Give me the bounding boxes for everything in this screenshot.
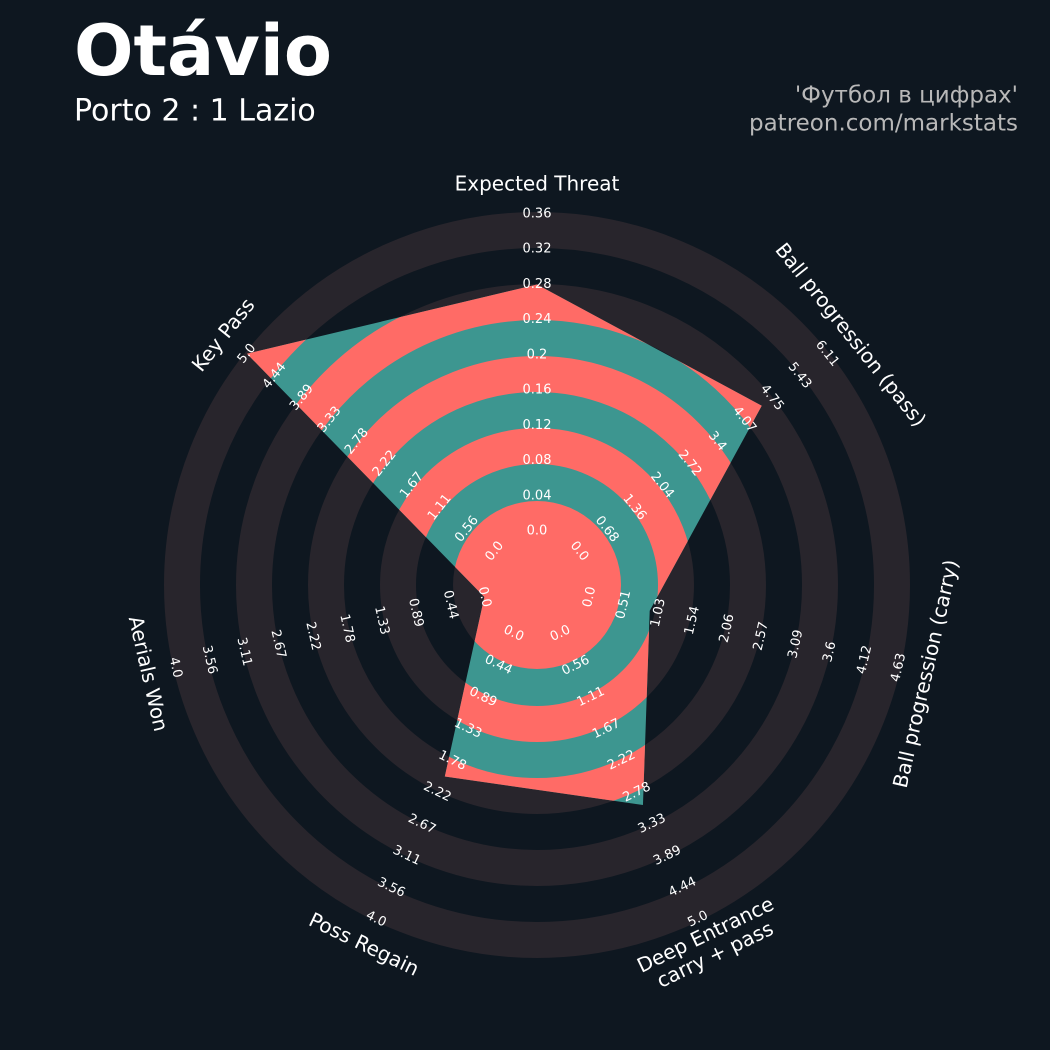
tick-label: 4.63 xyxy=(888,652,909,684)
tick-label: 0.08 xyxy=(523,453,552,468)
chart-subtitle: Porto 2 : 1 Lazio xyxy=(74,94,316,129)
tick-label: 0.89 xyxy=(405,597,426,629)
tick-label: 0.24 xyxy=(523,312,552,327)
tick-label: 0.51 xyxy=(613,589,634,621)
tick-label: 0.04 xyxy=(523,488,552,503)
credit: 'Футбол в цифрах' xyxy=(795,83,1018,109)
tick-label: 1.33 xyxy=(371,605,392,637)
tick-label: 0.12 xyxy=(523,418,552,433)
tick-label: 0.32 xyxy=(523,242,552,257)
chart-title: Otávio xyxy=(74,10,332,92)
category-label: Expected Threat xyxy=(455,172,620,196)
tick-label: 4.0 xyxy=(166,656,185,680)
tick-label: 0.44 xyxy=(440,589,461,621)
tick-label: 0.0 xyxy=(527,524,548,539)
tick-label: 1.78 xyxy=(336,613,357,645)
tick-label: 2.67 xyxy=(268,628,289,660)
ring xyxy=(453,501,621,669)
tick-label: 3.6 xyxy=(820,640,839,664)
tick-label: 2.22 xyxy=(302,620,323,652)
tick-label: 1.03 xyxy=(648,597,669,629)
credit: patreon.com/markstats xyxy=(749,111,1018,137)
tick-label: 4.12 xyxy=(854,644,875,676)
tick-label: 3.11 xyxy=(234,636,255,668)
tick-label: 0.0 xyxy=(580,585,599,609)
tick-label: 0.28 xyxy=(523,277,552,292)
tick-label: 3.09 xyxy=(785,628,806,660)
tick-label: 0.36 xyxy=(523,207,552,222)
tick-label: 0.0 xyxy=(475,585,494,609)
ring xyxy=(164,212,910,958)
tick-label: 0.16 xyxy=(523,383,552,398)
tick-label: 2.06 xyxy=(717,613,738,645)
tick-label: 1.54 xyxy=(682,605,703,637)
tick-label: 0.2 xyxy=(527,347,548,362)
tick-label: 3.56 xyxy=(199,644,220,676)
tick-label: 2.57 xyxy=(751,620,772,652)
